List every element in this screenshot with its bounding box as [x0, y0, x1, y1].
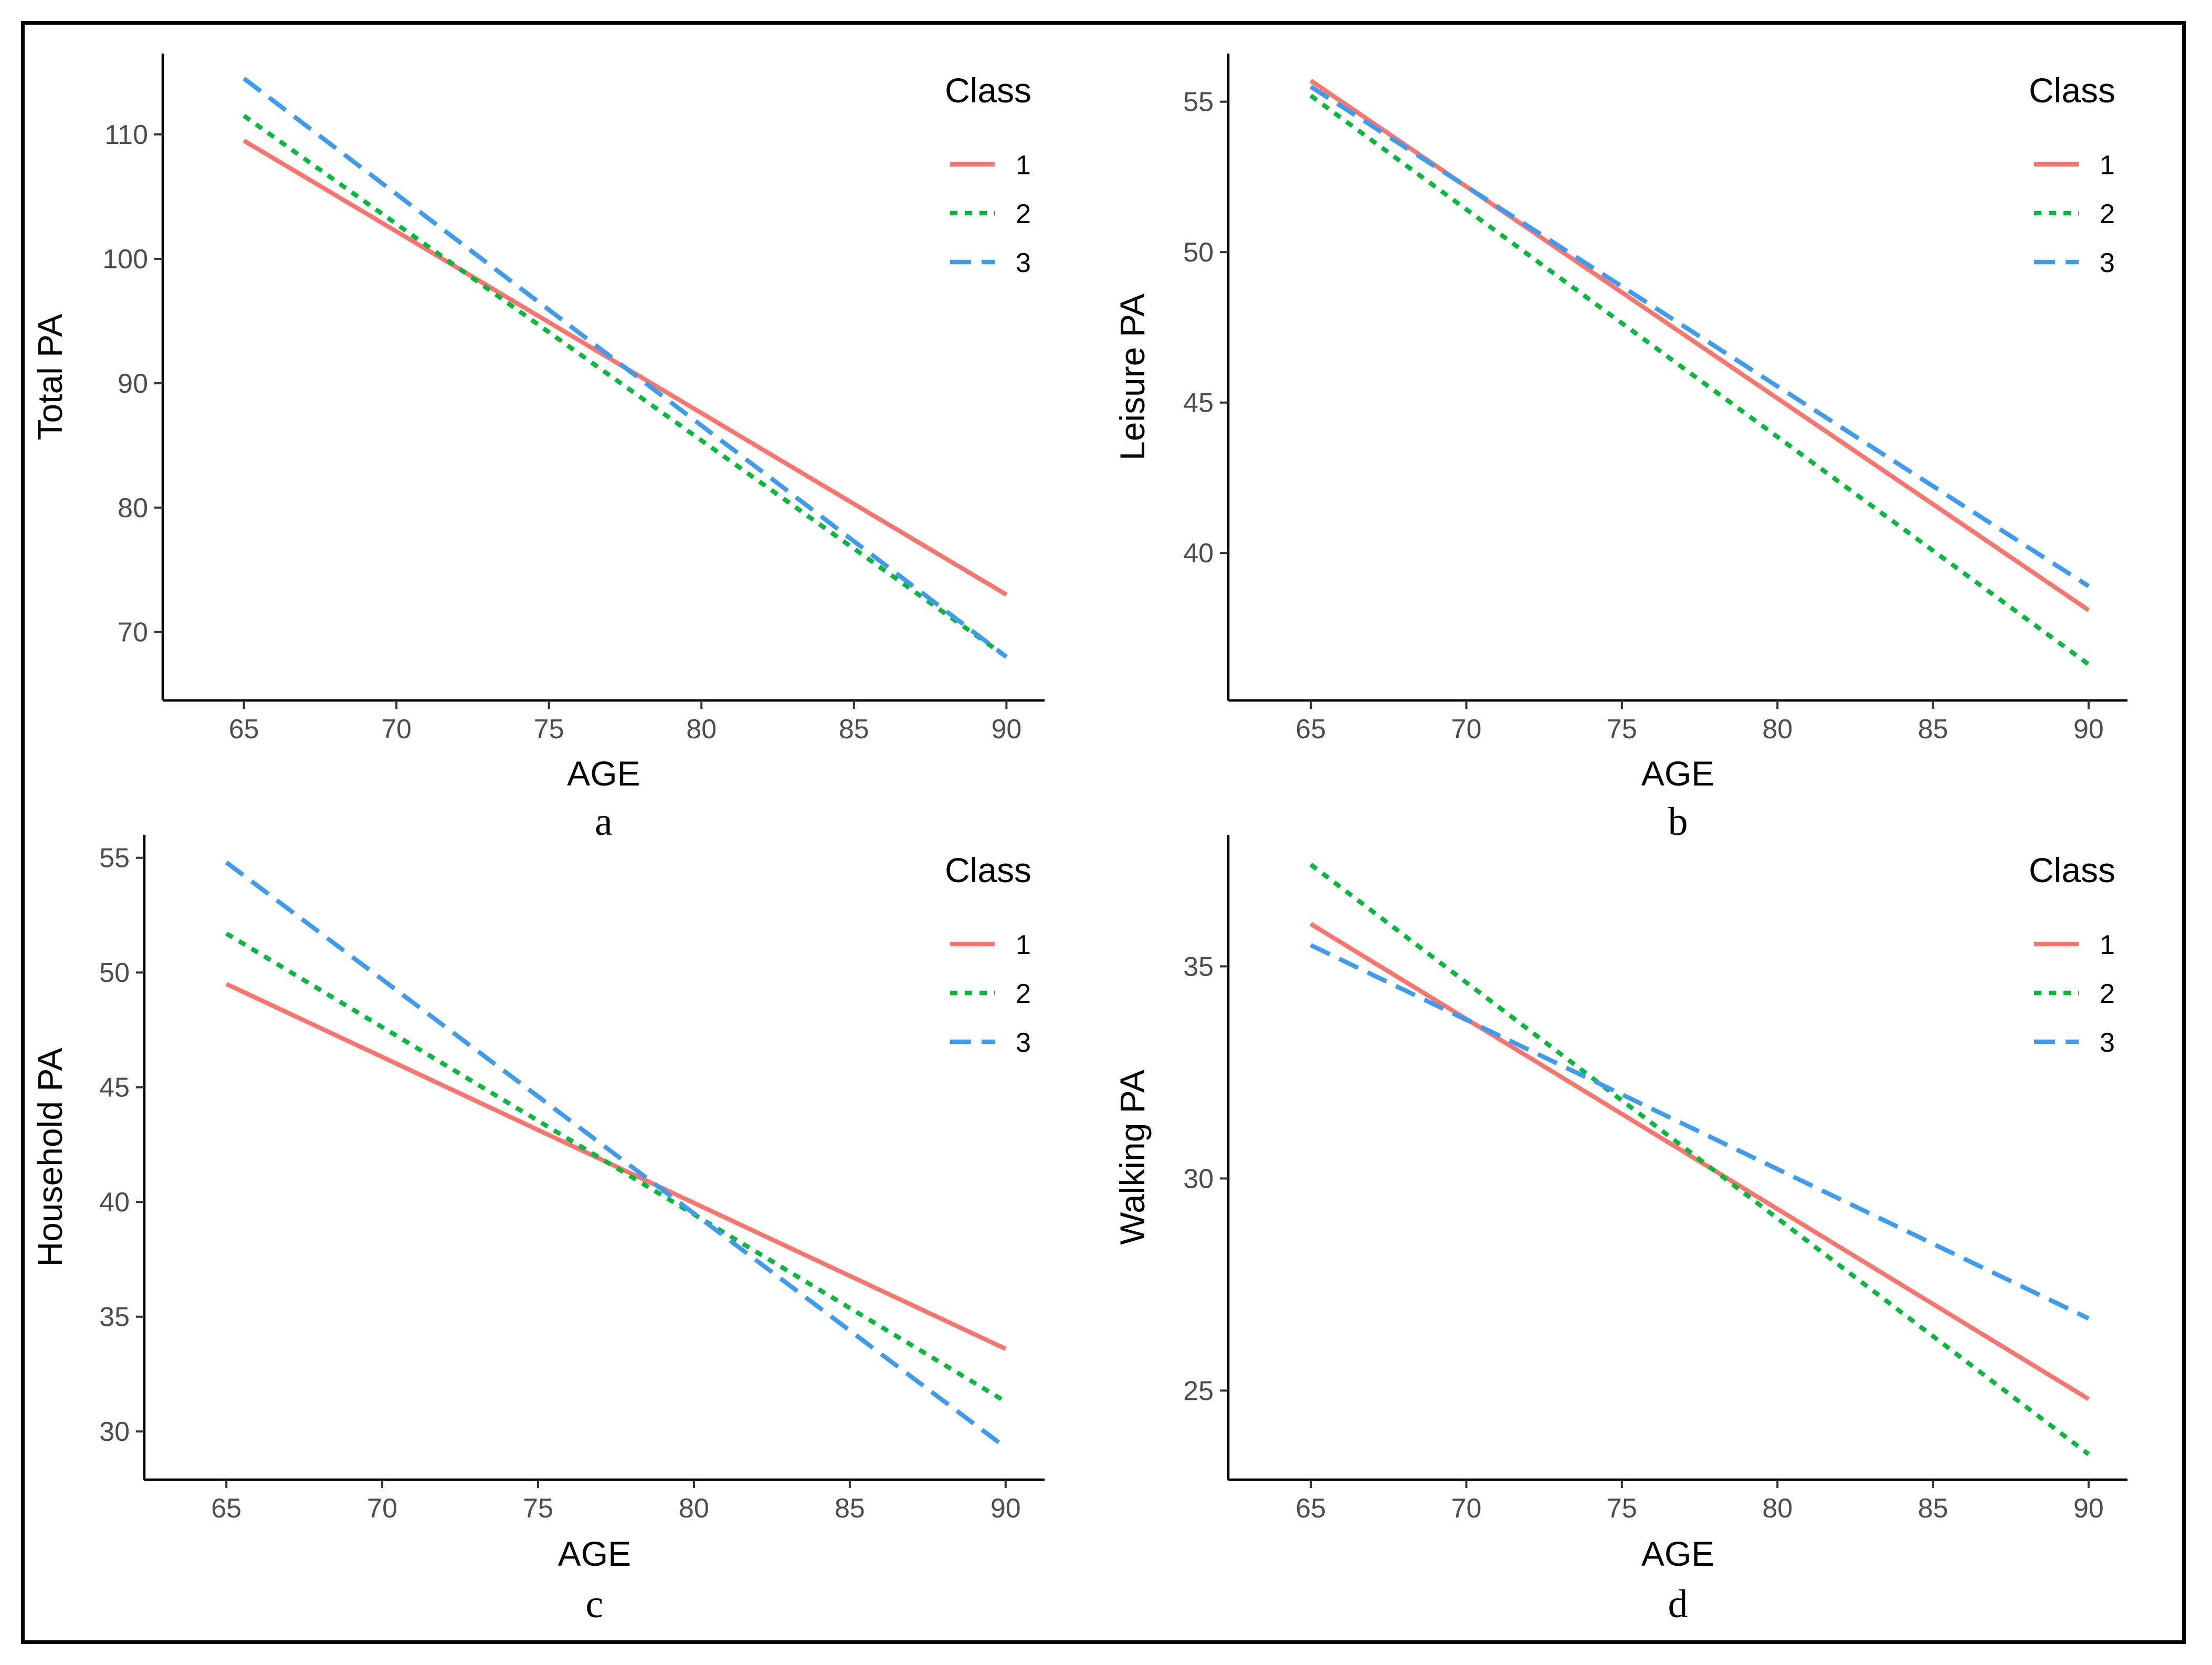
panel-d-caption: d — [1668, 1582, 1688, 1626]
panel-a-x-tick-label: 70 — [381, 714, 412, 745]
panel-b-x-tick-label: 80 — [1762, 714, 1793, 745]
panel-a-legend-label-2: 2 — [1016, 199, 1031, 229]
panel-d-legend-label-3: 3 — [2100, 1028, 2115, 1058]
panel-b-y-tick-label: 55 — [1183, 87, 1214, 118]
panel-a-y-tick-label: 70 — [118, 617, 148, 648]
panel-b-y-tick-label: 40 — [1183, 538, 1214, 569]
panel-d-y-tick-label: 25 — [1183, 1376, 1214, 1406]
panel-a-x-tick-label: 75 — [534, 714, 564, 745]
panel-b-x-tick-label: 70 — [1451, 714, 1482, 745]
panel-d-legend-label-2: 2 — [2100, 979, 2115, 1009]
panel-d-x-tick-label: 90 — [2073, 1493, 2104, 1524]
panel-b-legend-label-2: 2 — [2100, 199, 2115, 229]
panel-c-y-tick-label: 50 — [99, 958, 130, 988]
panel-d-series-3-line — [1310, 943, 2090, 1321]
panel-a-y-tick-label: 90 — [118, 369, 148, 399]
panel-a-y-tick-label: 80 — [118, 493, 148, 523]
panel-b-x-axis-title: AGE — [1641, 754, 1714, 793]
panel-b-series-2-line — [1309, 93, 2090, 666]
panel-b-legend-label-1: 1 — [2100, 150, 2115, 181]
panel-c-series-1-line — [225, 982, 1007, 1351]
panel-c-x-tick-label: 75 — [523, 1493, 553, 1524]
panel-c-y-tick-label: 55 — [99, 843, 130, 874]
panel-d-y-tick-label: 35 — [1183, 951, 1214, 982]
panel-b-y-tick-label: 50 — [1183, 237, 1214, 268]
panel-c-y-tick-label: 45 — [99, 1073, 130, 1103]
panel-d-x-tick-label: 70 — [1451, 1493, 1482, 1524]
panel-c-x-tick-label: 90 — [991, 1493, 1021, 1524]
panel-d-y-axis-title: Walking PA — [1113, 1070, 1152, 1245]
panel-b-y-tick-label: 45 — [1183, 388, 1214, 418]
panel-a-x-tick-label: 65 — [229, 714, 259, 745]
panel-d-x-tick-label: 65 — [1295, 1493, 1326, 1524]
panel-d-x-tick-label: 75 — [1607, 1493, 1637, 1524]
panel-a-x-tick-label: 80 — [686, 714, 717, 745]
panel-b-x-tick-label: 85 — [1918, 714, 1948, 745]
panel-d-x-axis-title: AGE — [1641, 1534, 1714, 1573]
panel-b-series-3-line — [1309, 85, 2090, 588]
panel-a-series-3-line — [243, 76, 1008, 659]
panel-b-caption: b — [1668, 800, 1688, 844]
panel-b-legend-title: Class — [2029, 71, 2115, 110]
panel-c-series-2-line — [225, 931, 1007, 1404]
panel-d-legend-title: Class — [2029, 851, 2115, 889]
panel-a-legend-label-3: 3 — [1016, 248, 1031, 278]
panel-c-legend-title: Class — [945, 851, 1031, 889]
panel-c-y-tick-label: 35 — [99, 1302, 130, 1333]
panel-a-y-axis-title: Total PA — [30, 314, 69, 441]
panel-b-x-tick-label: 75 — [1607, 714, 1637, 745]
panel-c-legend-label-1: 1 — [1016, 930, 1031, 960]
panel-a-x-tick-label: 85 — [839, 714, 869, 745]
panel-c-series-3-line — [225, 861, 1007, 1450]
panel-c-legend-label-3: 3 — [1016, 1028, 1031, 1058]
panel-c-y-tick-label: 30 — [99, 1417, 130, 1447]
panel-b-series-1-line — [1309, 79, 2090, 612]
panel-d-series-2-line — [1309, 863, 2090, 1456]
panel-c-y-axis-title: Household PA — [30, 1048, 69, 1266]
panel-b-y-axis-title: Leisure PA — [1113, 294, 1152, 460]
panel-a-x-axis-title: AGE — [567, 754, 640, 793]
panel-a-legend-label-1: 1 — [1016, 150, 1031, 181]
panel-c-x-tick-label: 70 — [367, 1493, 397, 1524]
panel-a-y-tick-label: 110 — [104, 120, 148, 150]
panel-b-x-tick-label: 90 — [2073, 714, 2104, 745]
panel-a-legend-title: Class — [945, 71, 1031, 110]
panel-a-x-tick-label: 90 — [991, 714, 1021, 745]
panel-d-legend-label-1: 1 — [2100, 930, 2115, 960]
panel-c-legend-label-2: 2 — [1016, 979, 1031, 1009]
panel-a-y-tick-label: 100 — [102, 244, 148, 275]
panel-c-y-tick-label: 40 — [99, 1187, 130, 1218]
panel-c-x-tick-label: 85 — [835, 1493, 865, 1524]
panel-d-y-tick-label: 30 — [1183, 1164, 1214, 1194]
panel-d-x-tick-label: 85 — [1918, 1493, 1948, 1524]
panel-c-caption: c — [586, 1582, 604, 1626]
panel-c-x-tick-label: 65 — [211, 1493, 241, 1524]
panel-c-x-tick-label: 80 — [679, 1493, 709, 1524]
panel-c-x-axis-title: AGE — [558, 1534, 631, 1573]
panel-d-x-tick-label: 80 — [1762, 1493, 1793, 1524]
figure-border — [21, 21, 2186, 1644]
panel-b-legend-label-3: 3 — [2100, 248, 2115, 278]
panel-b-x-tick-label: 65 — [1295, 714, 1326, 745]
panel-a-series-2-line — [243, 113, 1008, 659]
panel-a-caption: a — [595, 800, 613, 844]
